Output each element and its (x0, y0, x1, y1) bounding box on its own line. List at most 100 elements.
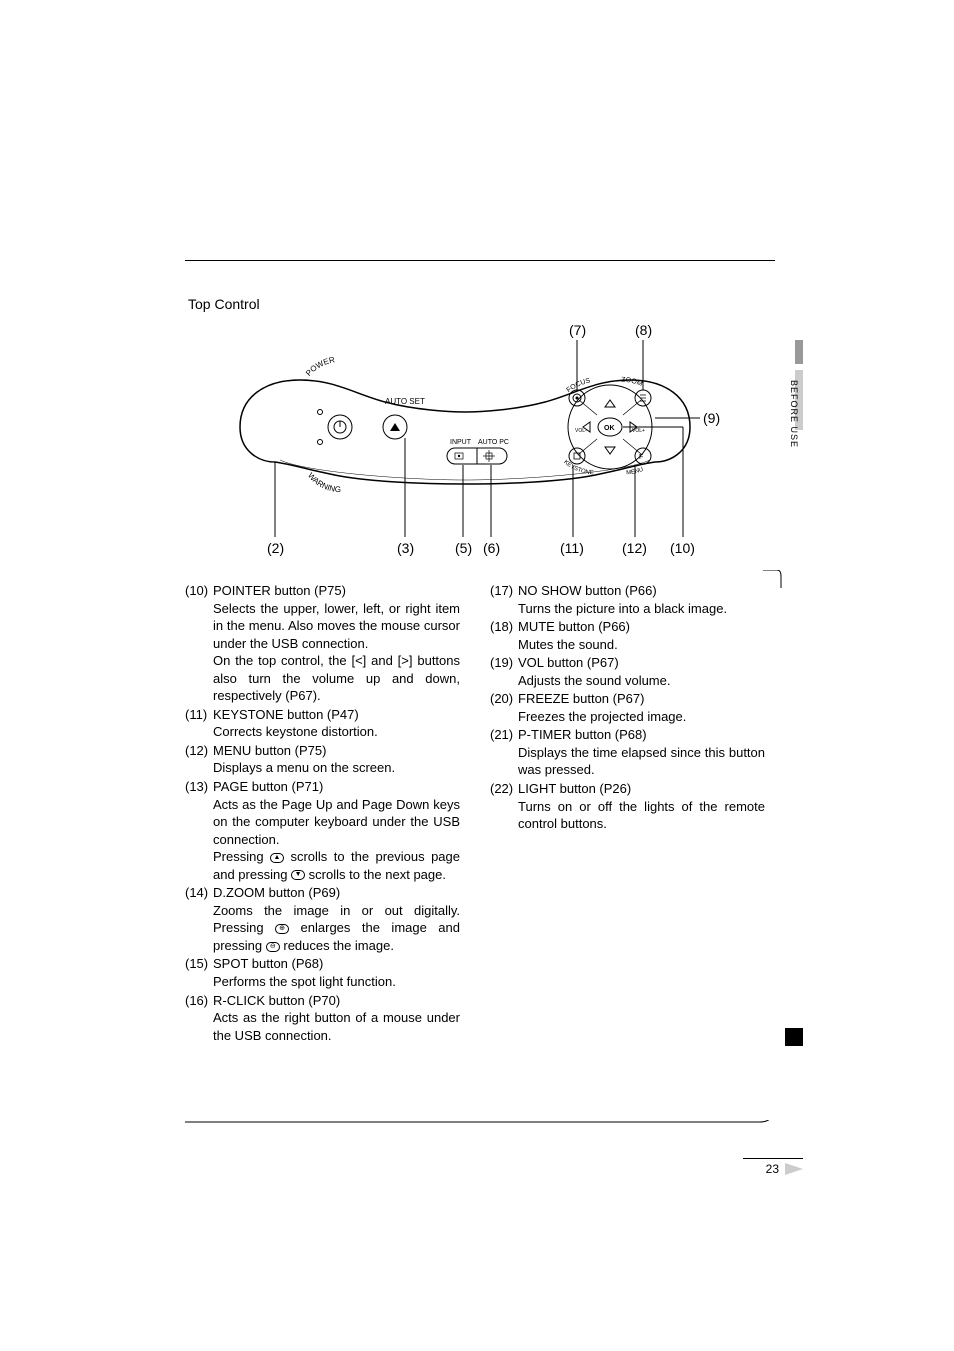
page-up-icon: ▲ (270, 853, 284, 863)
label-zoom: ZOOM (621, 377, 644, 389)
zoom-in-icon: ⊕ (275, 924, 289, 934)
label-warning: WARNING (306, 471, 341, 494)
side-tab-label: BEFORE USE (789, 380, 799, 448)
desc-item: (19)VOL button (P67)Adjusts the sound vo… (490, 654, 765, 689)
callout-11: (11) (560, 540, 584, 556)
desc-item: (13)PAGE button (P71)Acts as the Page Up… (185, 778, 460, 883)
item-number: (11) (185, 706, 213, 741)
item-number: (21) (490, 726, 518, 779)
item-description: Selects the upper, lower, left, or right… (213, 600, 460, 653)
item-title: PAGE button (P71) (213, 778, 460, 796)
item-body: LIGHT button (P26)Turns on or off the li… (518, 780, 765, 833)
top-control-diagram: POWER AUTO SET WARNING INPUT AUTO PC (205, 322, 765, 572)
item-body: MENU button (P75)Displays a menu on the … (213, 742, 460, 777)
callout-9: (9) (703, 410, 720, 426)
right-column: (17)NO SHOW button (P66)Turns the pictur… (490, 582, 765, 1045)
item-number: (22) (490, 780, 518, 833)
item-description: Pressing ▲ scrolls to the previous page … (213, 848, 460, 883)
item-number: (20) (490, 690, 518, 725)
item-number: (14) (185, 884, 213, 954)
page-number: 23 (766, 1162, 779, 1176)
description-columns: (10)POINTER button (P75)Selects the uppe… (185, 582, 775, 1045)
item-title: MENU button (P75) (213, 742, 460, 760)
svg-text:F: F (639, 454, 643, 461)
item-description: Freezes the projected image. (518, 708, 765, 726)
label-ok: OK (604, 425, 615, 432)
callout-3: (3) (397, 540, 414, 556)
callout-12: (12) (622, 540, 647, 556)
item-description: Turns the picture into a black image. (518, 600, 765, 618)
label-input: INPUT (450, 439, 472, 446)
item-title: P-TIMER button (P68) (518, 726, 765, 744)
desc-item: (17)NO SHOW button (P66)Turns the pictur… (490, 582, 765, 617)
item-title: FREEZE button (P67) (518, 690, 765, 708)
page-number-rule (743, 1158, 803, 1159)
item-number: (17) (490, 582, 518, 617)
desc-item: (18)MUTE button (P66)Mutes the sound. (490, 618, 765, 653)
page-triangle-icon (785, 1163, 803, 1175)
item-body: POINTER button (P75)Selects the upper, l… (213, 582, 460, 705)
item-number: (12) (185, 742, 213, 777)
page-number-area: 23 (766, 1162, 803, 1176)
item-number: (10) (185, 582, 213, 705)
diagram-svg: POWER AUTO SET WARNING INPUT AUTO PC (205, 322, 765, 572)
item-title: KEYSTONE button (P47) (213, 706, 460, 724)
item-title: POINTER button (P75) (213, 582, 460, 600)
item-description: Zooms the image in or out digitally. Pre… (213, 902, 460, 955)
desc-item: (15)SPOT button (P68)Performs the spot l… (185, 955, 460, 990)
item-title: MUTE button (P66) (518, 618, 765, 636)
content-area: Top Control POWER AUTO SET WARNING (185, 260, 775, 1045)
item-number: (13) (185, 778, 213, 883)
item-body: NO SHOW button (P66)Turns the picture in… (518, 582, 765, 617)
item-body: P-TIMER button (P68)Displays the time el… (518, 726, 765, 779)
item-description: Displays a menu on the screen. (213, 759, 460, 777)
label-vol-minus: VOL- (575, 428, 587, 434)
svg-text:WARNING: WARNING (306, 471, 341, 494)
label-vol-plus: VOL+ (632, 428, 645, 434)
svg-text:ZOOM: ZOOM (621, 377, 644, 389)
item-body: FREEZE button (P67)Freezes the projected… (518, 690, 765, 725)
item-number: (19) (490, 654, 518, 689)
side-accent-bar-1 (795, 340, 803, 364)
bottom-border-curve (185, 1120, 775, 1140)
top-control-heading: Top Control (188, 296, 775, 312)
item-title: D.ZOOM button (P69) (213, 884, 460, 902)
item-title: LIGHT button (P26) (518, 780, 765, 798)
item-description: Turns on or off the lights of the remote… (518, 798, 765, 833)
desc-item: (11)KEYSTONE button (P47)Corrects keysto… (185, 706, 460, 741)
zoom-out-icon: ⊖ (266, 942, 280, 952)
description-wrapper: (10)POINTER button (P75)Selects the uppe… (185, 582, 775, 1045)
item-description: Adjusts the sound volume. (518, 672, 765, 690)
item-body: VOL button (P67)Adjusts the sound volume… (518, 654, 765, 689)
desc-item: (10)POINTER button (P75)Selects the uppe… (185, 582, 460, 705)
left-column: (10)POINTER button (P75)Selects the uppe… (185, 582, 460, 1045)
item-number: (16) (185, 992, 213, 1045)
svg-text:POWER: POWER (304, 355, 336, 378)
item-body: SPOT button (P68)Performs the spot light… (213, 955, 460, 990)
callout-5: (5) (455, 540, 472, 556)
corner-curve-icon (763, 570, 783, 590)
desc-item: (12)MENU button (P75)Displays a menu on … (185, 742, 460, 777)
label-auto-set: AUTO SET (385, 397, 425, 406)
item-body: PAGE button (P71)Acts as the Page Up and… (213, 778, 460, 883)
side-marker-square (785, 1028, 803, 1046)
item-body: KEYSTONE button (P47)Corrects keystone d… (213, 706, 460, 741)
callout-2: (2) (267, 540, 284, 556)
item-number: (18) (490, 618, 518, 653)
desc-item: (21)P-TIMER button (P68)Displays the tim… (490, 726, 765, 779)
item-number: (15) (185, 955, 213, 990)
label-power: POWER (304, 355, 336, 378)
desc-item: (14)D.ZOOM button (P69)Zooms the image i… (185, 884, 460, 954)
label-autopc: AUTO PC (478, 439, 509, 446)
desc-item: (22)LIGHT button (P26)Turns on or off th… (490, 780, 765, 833)
item-body: D.ZOOM button (P69)Zooms the image in or… (213, 884, 460, 954)
item-description: Mutes the sound. (518, 636, 765, 654)
item-body: MUTE button (P66)Mutes the sound. (518, 618, 765, 653)
item-title: SPOT button (P68) (213, 955, 460, 973)
item-description: Acts as the Page Up and Page Down keys o… (213, 796, 460, 849)
callout-8: (8) (635, 322, 652, 338)
item-title: NO SHOW button (P66) (518, 582, 765, 600)
page-down-icon: ▼ (291, 870, 305, 880)
item-description: Acts as the right button of a mouse unde… (213, 1009, 460, 1044)
desc-item: (16)R-CLICK button (P70)Acts as the righ… (185, 992, 460, 1045)
